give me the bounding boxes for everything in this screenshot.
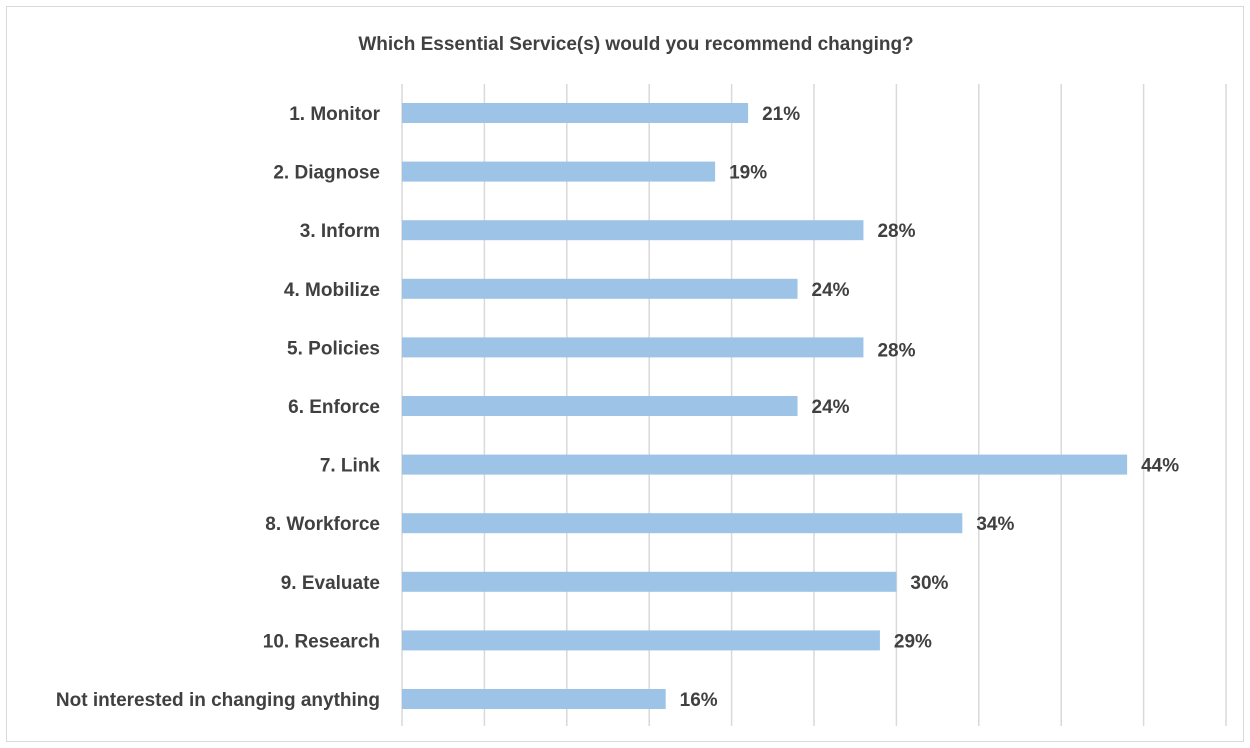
gridlines	[401, 84, 1227, 726]
data-label-9: 29%	[894, 631, 932, 652]
category-label-4: 5. Policies	[287, 338, 380, 359]
bar-4	[402, 337, 864, 358]
category-label-7: 8. Workforce	[265, 514, 380, 535]
category-labels: 1. Monitor 2. Diagnose 3. Inform 4. Mobiliz…	[56, 104, 381, 711]
category-label-0: 1. Monitor	[289, 104, 380, 125]
category-label-5: 6. Enforce	[288, 397, 380, 418]
category-label-8: 9. Evaluate	[281, 573, 380, 594]
bar-3	[402, 278, 798, 299]
bar-5	[402, 396, 798, 416]
data-label-6: 44%	[1141, 456, 1179, 477]
category-label-3: 4. Mobilize	[284, 280, 380, 301]
data-label-1: 19%	[729, 163, 767, 184]
chart-title: Which Essential Service(s) would you rec…	[358, 34, 913, 55]
category-label-1: 2. Diagnose	[273, 163, 380, 184]
bar-2	[402, 220, 864, 241]
category-label-9: 10. Research	[263, 631, 380, 652]
category-label-10: Not interested in changing anything	[56, 690, 380, 711]
data-label-0: 21%	[762, 104, 800, 125]
bar-10	[402, 689, 666, 709]
bar-9	[402, 630, 880, 651]
bar-6	[402, 454, 1128, 475]
data-label-2: 28%	[877, 221, 915, 242]
data-labels: 21% 19% 28% 24% 28% 24% 44% 34% 30% 29% 16%	[680, 104, 1180, 711]
data-label-10: 16%	[680, 690, 718, 711]
data-label-3: 24%	[812, 280, 850, 301]
bar-0	[402, 103, 749, 123]
bar-7	[402, 513, 963, 534]
bar-8	[402, 571, 897, 592]
bar-1	[402, 161, 716, 182]
category-label-2: 3. Inform	[300, 221, 380, 242]
category-label-6: 7. Link	[320, 456, 381, 477]
bars	[402, 103, 1128, 709]
chart-frame	[6, 6, 1244, 742]
data-label-8: 30%	[910, 573, 948, 594]
data-label-4: 28%	[877, 340, 915, 361]
data-label-5: 24%	[812, 397, 850, 418]
data-label-7: 34%	[976, 514, 1014, 535]
